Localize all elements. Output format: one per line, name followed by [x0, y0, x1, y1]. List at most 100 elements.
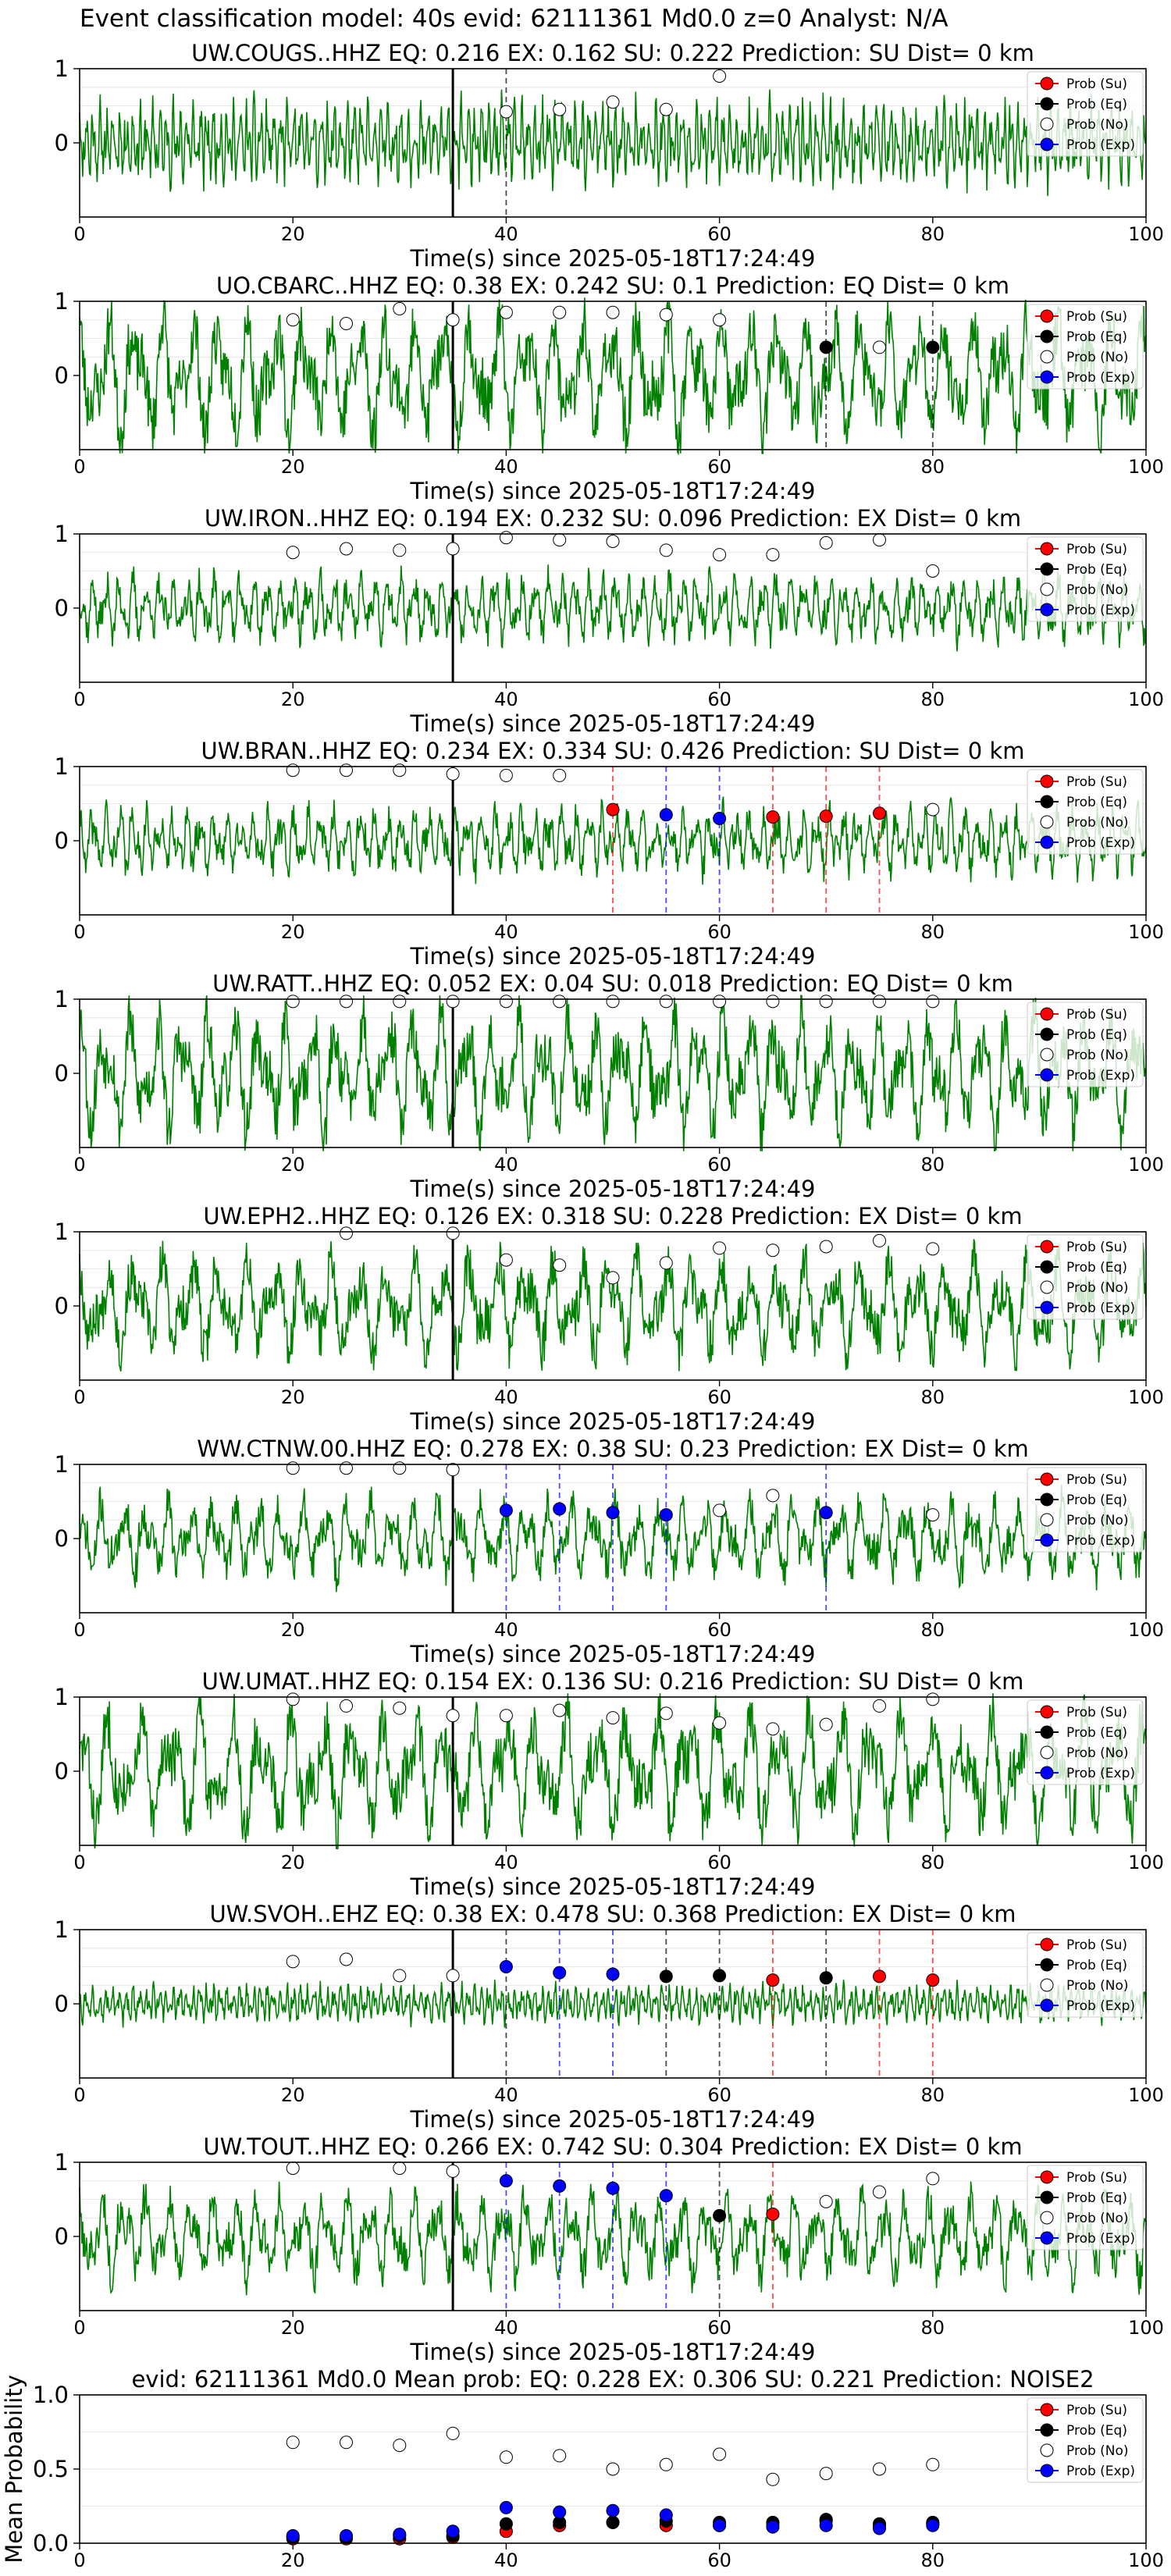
mean-prob-point-no — [873, 2462, 886, 2476]
x-tick-label: 20 — [281, 223, 305, 245]
prob-point-exp — [553, 2179, 567, 2193]
prob-point-no — [766, 1244, 780, 1258]
legend-label-exp: Prob (Exp) — [1066, 137, 1135, 153]
legend-marker-su — [1040, 1705, 1054, 1719]
prob-point-no — [286, 763, 300, 777]
legend-marker-eq — [1040, 795, 1054, 809]
x-tick-label: 100 — [1128, 921, 1164, 943]
mean-prob-point-no — [499, 2450, 513, 2464]
prob-point-no — [393, 543, 407, 557]
legend-marker-exp — [1040, 2464, 1054, 2478]
legend-box-2 — [1027, 536, 1144, 622]
legend-marker-eq — [1040, 2190, 1054, 2204]
prob-point-no — [340, 994, 353, 1009]
x-tick-label: 60 — [707, 223, 731, 245]
prob-point-exp — [606, 1967, 620, 1981]
x-tick-label: 80 — [921, 2317, 945, 2339]
x-tick-label: 0 — [73, 2084, 85, 2106]
prob-point-no — [286, 1955, 300, 1969]
legend-label-no: Prob (No) — [1066, 1513, 1129, 1528]
x-tick-label: 80 — [921, 1852, 945, 1873]
panel-title: UW.RATT..HHZ EQ: 0.052 EX: 0.04 SU: 0.01… — [212, 970, 1013, 997]
prob-point-no — [340, 1699, 353, 1713]
prob-point-exp — [659, 2189, 673, 2203]
legend-label-su: Prob (Su) — [1066, 1937, 1127, 1953]
x-tick-label: 0 — [73, 1154, 85, 1176]
legend-label-eq: Prob (Eq) — [1066, 2423, 1127, 2439]
x-tick-label: 80 — [921, 456, 945, 478]
prob-point-no — [606, 95, 620, 109]
mean-prob-point-exp — [340, 2529, 353, 2542]
y-tick-label: 1 — [55, 1916, 69, 1943]
prob-point-no — [499, 1709, 513, 1723]
legend-box-0 — [1027, 71, 1144, 157]
prob-point-su — [873, 1969, 886, 1984]
prob-point-no — [446, 1969, 460, 1983]
prob-point-no — [606, 1271, 620, 1285]
legend-label-su: Prob (Su) — [1066, 1240, 1127, 1255]
legend-label-exp: Prob (Exp) — [1066, 2231, 1135, 2247]
prob-point-no — [340, 1461, 353, 1475]
x-axis-label: Time(s) since 2025-05-18T17:24:49 — [410, 2339, 816, 2365]
x-tick-label: 20 — [281, 2084, 305, 2106]
y-tick-label: 0 — [55, 1060, 69, 1087]
legend-label-eq: Prob (Eq) — [1066, 1725, 1127, 1741]
y-tick-label: 1 — [55, 1451, 69, 1478]
legend-label-no: Prob (No) — [1066, 1048, 1129, 1063]
legend-label-exp: Prob (Exp) — [1066, 835, 1135, 851]
prob-point-su — [766, 2208, 780, 2221]
prob-point-no — [340, 1226, 353, 1240]
x-tick-label: 0 — [73, 921, 85, 943]
y-tick-label: 0 — [55, 1293, 69, 1319]
x-tick-label: 40 — [494, 1852, 518, 1873]
x-tick-label: 80 — [921, 1154, 945, 1176]
prob-point-su — [926, 1973, 940, 1987]
x-tick-label: 0 — [73, 456, 85, 478]
waveform-trace — [79, 1980, 1147, 2028]
legend-marker-no — [1040, 1978, 1054, 1992]
prob-point-no — [713, 1241, 727, 1255]
panel-title: UO.CBARC..HHZ EQ: 0.38 EX: 0.242 SU: 0.1… — [216, 272, 1009, 299]
legend-marker-su — [1040, 1007, 1054, 1021]
x-tick-label: 40 — [494, 688, 518, 710]
prob-point-no — [819, 994, 833, 1009]
x-tick-label: 80 — [921, 2549, 945, 2571]
prob-point-no — [873, 1233, 886, 1247]
legend-marker-eq — [1040, 1027, 1054, 1041]
legend-marker-exp — [1040, 1533, 1054, 1547]
prob-point-no — [713, 313, 727, 327]
legend-label-eq: Prob (Eq) — [1066, 562, 1127, 578]
y-tick-label: 1 — [55, 1219, 69, 1245]
legend-label-eq: Prob (Eq) — [1066, 97, 1127, 112]
prob-point-exp — [606, 1506, 620, 1520]
legend-marker-exp — [1040, 603, 1054, 617]
x-tick-label: 20 — [281, 2549, 305, 2571]
prob-point-no — [766, 548, 780, 562]
legend-label-eq: Prob (Eq) — [1066, 1260, 1127, 1276]
prob-point-no — [553, 102, 567, 116]
panel-0: UW.COUGS..HHZ EQ: 0.216 EX: 0.162 SU: 0.… — [55, 40, 1164, 272]
prob-point-su — [766, 810, 780, 824]
prob-point-no — [393, 1969, 407, 1983]
legend-label-no: Prob (No) — [1066, 2211, 1129, 2226]
mean-prob-point-exp — [553, 2505, 567, 2519]
prob-point-no — [499, 1253, 513, 1267]
legend-box-1 — [1027, 304, 1144, 390]
prob-point-no — [819, 535, 833, 550]
mean-prob-point-no — [446, 2426, 460, 2440]
prob-point-no — [286, 994, 300, 1009]
legend-box-5 — [1027, 1234, 1144, 1320]
legend-marker-eq — [1040, 329, 1054, 343]
prob-point-no — [393, 2161, 407, 2176]
legend-marker-eq — [1040, 1725, 1054, 1739]
prob-point-no — [286, 2161, 300, 2176]
legend-label-eq: Prob (Eq) — [1066, 795, 1127, 810]
prob-point-no — [766, 1489, 780, 1503]
x-tick-label: 20 — [281, 688, 305, 710]
prob-point-no — [819, 2194, 833, 2208]
legend-box-4 — [1027, 1002, 1144, 1087]
mean-prob-point-no — [713, 2447, 727, 2461]
legend-marker-no — [1040, 1280, 1054, 1294]
legend-box-8 — [1027, 1932, 1144, 2018]
